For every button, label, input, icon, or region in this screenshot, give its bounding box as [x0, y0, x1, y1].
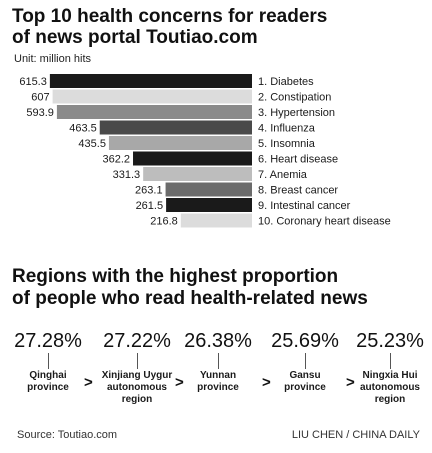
value-label-2: 607 — [31, 92, 49, 104]
region-connector-line — [137, 353, 138, 369]
region-name-3: Yunnan province — [197, 370, 239, 393]
value-label-10: 216.8 — [150, 216, 178, 228]
category-label-3: 3. Hypertension — [258, 107, 335, 119]
value-label-3: 593.9 — [26, 107, 54, 119]
bar-1 — [49, 74, 253, 88]
bar-2 — [52, 89, 253, 104]
value-label-9: 261.5 — [136, 200, 164, 212]
category-label-5: 5. Insomnia — [258, 138, 316, 150]
bar-10 — [180, 213, 252, 228]
category-label-8: 8. Breast cancer — [258, 185, 338, 197]
region-percentage-4: 25.69% — [271, 330, 339, 352]
region-connector-line — [390, 353, 391, 369]
chevron-right-icon: > — [175, 374, 184, 391]
region-connector-line — [305, 353, 306, 369]
value-label-4: 463.5 — [69, 123, 97, 135]
category-label-4: 4. Influenza — [258, 123, 316, 135]
region-name-5: Ningxia Hui autonomous region — [360, 370, 420, 405]
chevron-right-icon: > — [84, 374, 93, 391]
region-name-4: Gansu province — [284, 370, 326, 393]
chart-title-line-1: Top 10 health concerns for readers — [12, 6, 328, 27]
unit-label: Unit: million hits — [14, 53, 92, 65]
bar-5 — [108, 136, 252, 150]
region-connector-line — [48, 353, 49, 369]
region-connector-line — [218, 353, 219, 369]
category-label-6: 6. Heart disease — [258, 154, 338, 166]
category-label-9: 9. Intestinal cancer — [258, 200, 351, 212]
region-percentage-3: 26.38% — [184, 330, 252, 352]
category-label-7: 7. Anemia — [258, 169, 308, 181]
category-label-10: 10. Coronary heart disease — [258, 216, 391, 228]
chevron-right-icon: > — [262, 374, 271, 391]
value-label-1: 615.3 — [19, 76, 47, 88]
region-name-2: Xinjiang Uygur autonomous region — [101, 370, 173, 405]
category-label-2: 2. Constipation — [258, 92, 331, 104]
bar-8 — [165, 182, 252, 197]
bar-9 — [166, 198, 252, 212]
value-label-6: 362.2 — [102, 154, 130, 166]
chart-title-line-2: of news portal Toutiao.com — [12, 27, 258, 48]
chevron-right-icon: > — [346, 374, 355, 391]
region-percentage-1: 27.28% — [14, 330, 82, 352]
source-note: Source: Toutiao.com — [17, 429, 118, 441]
credit-note: LIU CHEN / CHINA DAILY — [291, 429, 420, 441]
region-name-1: Qinghai province — [27, 370, 69, 393]
bar-3 — [56, 105, 252, 119]
category-label-1: 1. Diabetes — [258, 76, 314, 88]
bar-6 — [133, 151, 252, 166]
bar-4 — [99, 120, 252, 135]
value-label-5: 435.5 — [78, 138, 106, 150]
regions-title-line-2: of people who read health-related news — [12, 288, 368, 309]
region-percentage-2: 27.22% — [103, 330, 171, 352]
region-percentage-5: 25.23% — [356, 330, 424, 352]
bar-7 — [143, 167, 252, 181]
value-label-8: 263.1 — [135, 185, 163, 197]
value-label-7: 331.3 — [113, 169, 141, 181]
bar-chart: 615.3 1. Diabetes 607 2. Constipation 593.9 3… — [19, 74, 391, 228]
regions-title-line-1: Regions with the highest proportion — [12, 266, 339, 287]
